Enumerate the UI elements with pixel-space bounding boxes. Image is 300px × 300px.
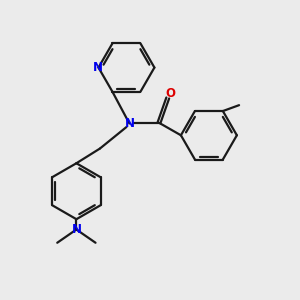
Text: N: N (71, 223, 81, 236)
Text: N: N (124, 117, 134, 130)
Text: N: N (93, 61, 103, 74)
Text: O: O (166, 87, 176, 100)
